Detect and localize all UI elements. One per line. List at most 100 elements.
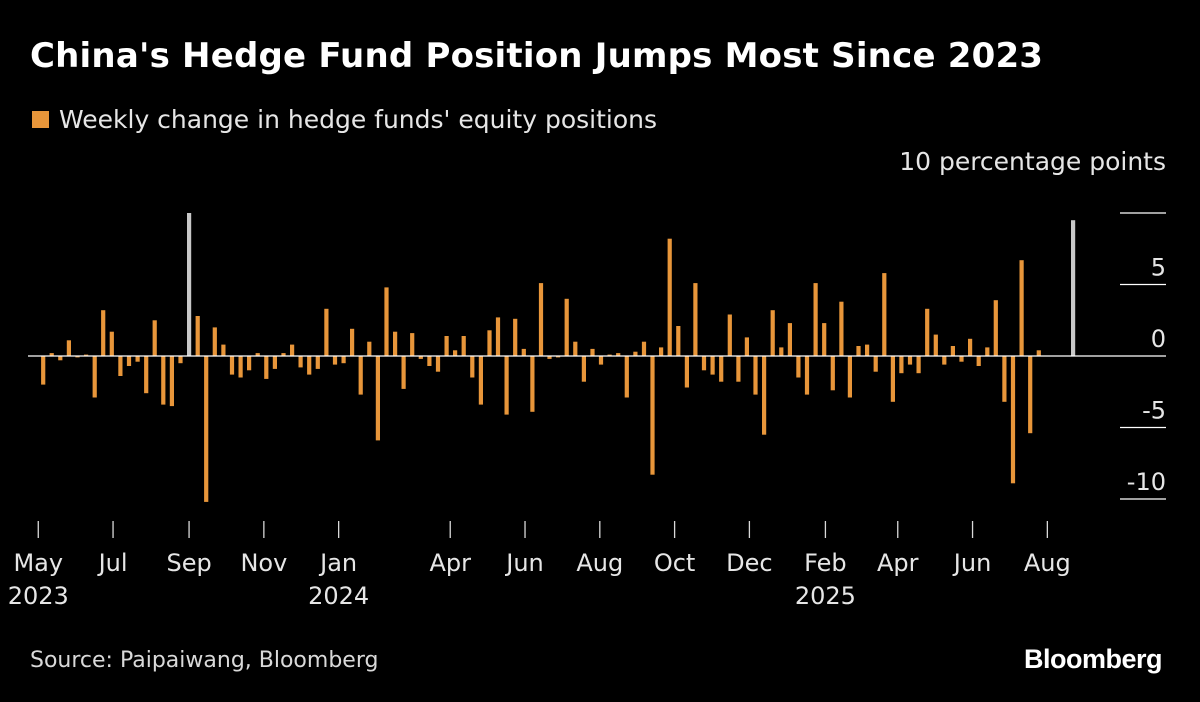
bar — [1036, 350, 1041, 356]
bar — [779, 347, 784, 356]
bar — [796, 356, 801, 378]
bar — [641, 341, 647, 356]
bar — [659, 347, 664, 356]
bar — [58, 356, 63, 361]
bar — [616, 353, 621, 356]
bar — [444, 336, 449, 356]
bar — [590, 348, 595, 357]
x-tick-label: May — [13, 549, 63, 577]
bar — [401, 356, 406, 389]
bar — [229, 356, 235, 375]
y-tick-label: 0 — [1151, 325, 1166, 353]
bar — [684, 356, 689, 388]
bar — [950, 346, 955, 356]
bar — [547, 356, 552, 359]
x-tick-label: Jun — [504, 549, 544, 577]
bar — [744, 337, 749, 356]
bar — [427, 356, 432, 366]
y-tick-label: -5 — [1142, 397, 1166, 425]
bar — [92, 356, 97, 398]
bloomberg-logo: Bloomberg — [1023, 644, 1163, 674]
bar — [307, 356, 312, 375]
bar — [126, 356, 132, 366]
bar — [84, 354, 89, 356]
bar — [719, 356, 724, 382]
x-tick-label: Jan — [318, 549, 357, 577]
bar — [959, 356, 964, 362]
bar — [839, 301, 844, 356]
bar — [195, 316, 200, 356]
bar — [727, 314, 732, 356]
bar — [161, 356, 166, 405]
bar — [169, 356, 174, 407]
bar — [813, 283, 818, 356]
bar — [607, 354, 612, 356]
bar — [375, 356, 380, 441]
bar — [418, 356, 423, 359]
bar — [830, 356, 835, 391]
bar — [762, 356, 767, 435]
bar — [290, 344, 295, 356]
bar — [212, 327, 217, 356]
x-tick-label: Apr — [877, 549, 919, 577]
x-tick-label: Aug — [576, 549, 623, 577]
chart-title: China's Hedge Fund Position Jumps Most S… — [30, 36, 1044, 76]
bar — [693, 283, 698, 356]
x-tick-label: Nov — [240, 549, 287, 577]
bar — [598, 356, 604, 365]
bar — [933, 334, 938, 357]
x-tick-label: Jun — [952, 549, 992, 577]
bar — [315, 356, 320, 369]
bar — [495, 317, 501, 356]
bar — [204, 356, 209, 502]
bar — [624, 356, 629, 398]
highlighted-bar — [187, 213, 192, 356]
bar — [701, 356, 707, 371]
bar — [633, 351, 638, 356]
bar — [581, 356, 586, 382]
bar — [899, 356, 904, 374]
x-tick-label: Aug — [1024, 549, 1071, 577]
bar — [238, 356, 243, 378]
bar — [393, 331, 398, 356]
bar — [847, 356, 852, 398]
x-tick-label: Oct — [654, 549, 696, 577]
y-axis-unit-label: 10 percentage points — [899, 147, 1166, 176]
bar — [530, 356, 535, 412]
bar — [556, 356, 561, 358]
bar — [101, 310, 106, 356]
bar — [135, 356, 140, 362]
bar — [152, 320, 157, 357]
bar — [1002, 356, 1007, 402]
bar — [667, 238, 672, 356]
bar — [513, 318, 518, 356]
x-year-label: 2025 — [795, 582, 856, 610]
bar — [865, 344, 870, 356]
bar — [255, 353, 260, 356]
bar — [538, 283, 544, 356]
highlighted-bar — [1071, 220, 1076, 356]
y-tick-label: 5 — [1151, 254, 1166, 282]
bar — [461, 336, 466, 356]
bar — [264, 356, 269, 379]
bar — [144, 356, 149, 394]
bar — [822, 323, 827, 356]
bar — [1028, 356, 1033, 434]
bar — [650, 356, 655, 475]
y-tick-label: -10 — [1127, 468, 1166, 496]
bar — [504, 356, 509, 415]
x-year-label: 2024 — [308, 582, 369, 610]
bar — [332, 356, 338, 365]
bar — [985, 347, 990, 356]
x-year-label: 2023 — [8, 582, 69, 610]
bar — [882, 273, 887, 356]
bar — [968, 338, 973, 356]
legend: Weekly change in hedge funds' equity pos… — [32, 105, 657, 134]
bar — [221, 344, 226, 356]
bar — [410, 333, 415, 356]
bar — [676, 326, 681, 356]
bar — [573, 341, 578, 356]
bar — [753, 356, 758, 395]
bar — [384, 287, 389, 356]
bar — [804, 356, 810, 395]
